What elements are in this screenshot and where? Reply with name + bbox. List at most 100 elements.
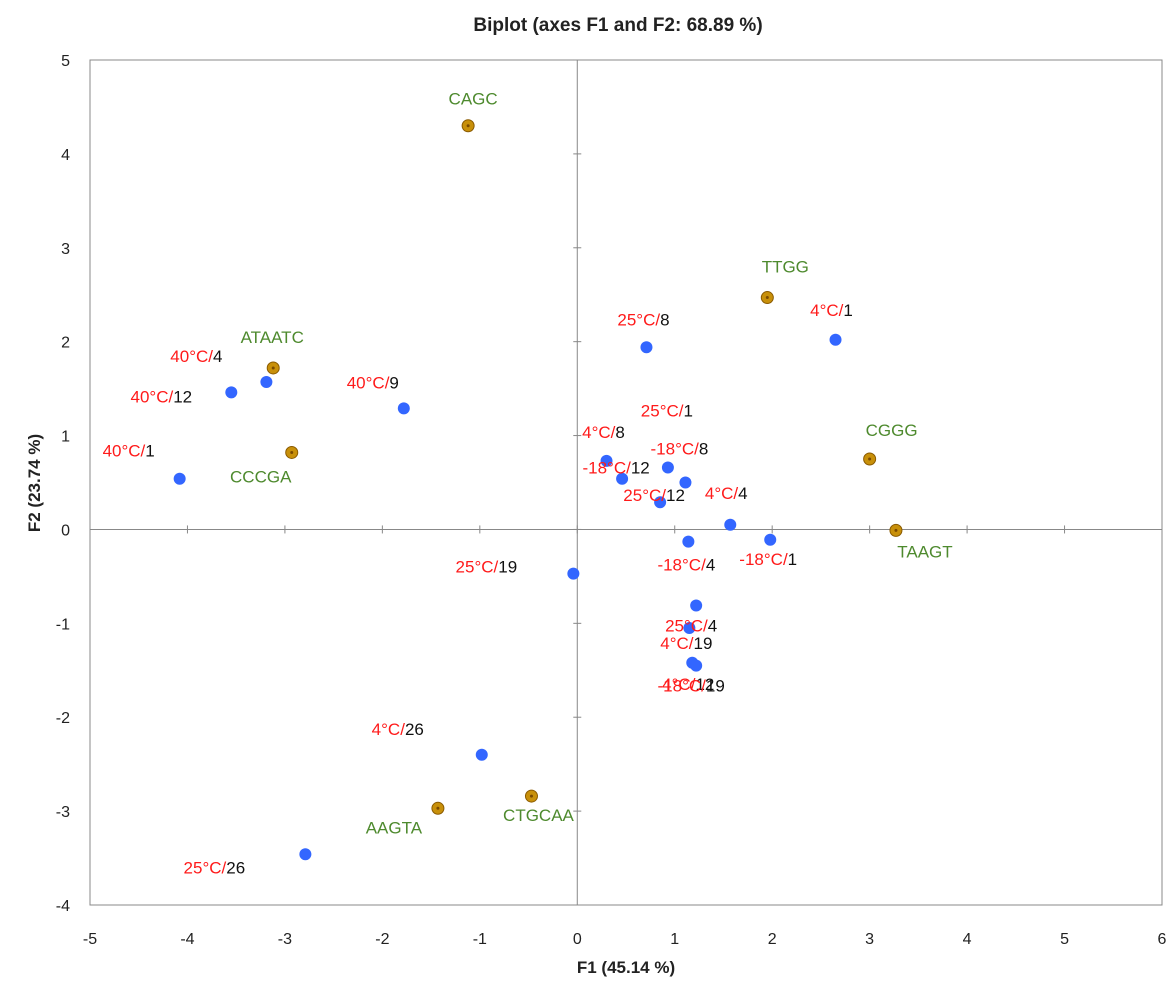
observation-label-day: 4	[213, 347, 222, 366]
observation-label-temperature: 25°C/	[665, 616, 708, 635]
observation-label-day: 12	[631, 459, 650, 478]
observation-label-temperature: -18°C/	[658, 677, 707, 696]
y-axis-label: F2 (23.74 %)	[25, 434, 44, 532]
observation-point	[600, 454, 613, 467]
y-tick-label: -1	[56, 616, 70, 633]
observation-point	[690, 599, 703, 612]
observation-label-day: 19	[694, 634, 713, 653]
observation-label: 4°C/26	[372, 720, 424, 739]
observation-label-day: 8	[699, 440, 708, 459]
observation-label-day: 8	[660, 310, 669, 329]
x-tick-label: 0	[573, 931, 582, 948]
observation-label-day: 12	[173, 387, 192, 406]
points-layer	[173, 119, 903, 861]
observation-label-day: 4	[738, 484, 747, 503]
observation-label: -18°C/19	[658, 677, 725, 696]
observation-point	[829, 333, 842, 346]
observation-label: 4°C/4	[705, 484, 748, 503]
observation-label-temperature: 40°C/	[170, 347, 213, 366]
observation-point	[764, 533, 777, 546]
observation-label-temperature: 25°C/	[641, 401, 684, 420]
y-tick-label: 1	[61, 429, 70, 446]
y-tick-label: -4	[56, 898, 70, 915]
observation-label: -18°C/8	[651, 440, 709, 459]
observation-label-temperature: 25°C/	[623, 486, 666, 505]
observation-label-day: 19	[498, 558, 517, 577]
observation-point	[724, 518, 737, 531]
observation-label-day: 19	[706, 677, 725, 696]
observation-label-day: 1	[684, 401, 693, 420]
observation-label-temperature: 40°C/	[130, 387, 173, 406]
observation-label-day: 1	[145, 442, 154, 461]
observation-label: 4°C/12	[662, 675, 714, 694]
variable-label: CGGG	[866, 421, 918, 440]
observation-label: 4°C/8	[582, 423, 625, 442]
y-tick-label: 5	[61, 53, 70, 70]
observation-point	[260, 376, 273, 389]
observation-label-day: 12	[666, 486, 685, 505]
observation-label: 25°C/26	[184, 858, 246, 877]
variable-point-center	[765, 296, 769, 300]
variable-label: CAGC	[449, 90, 498, 109]
chart-title: Biplot (axes F1 and F2: 68.89 %)	[473, 15, 762, 36]
x-axis-label: F1 (45.14 %)	[577, 958, 675, 977]
observation-label-day: 9	[389, 373, 398, 392]
observation-label-temperature: 4°C/	[660, 634, 694, 653]
observation-point	[682, 535, 695, 548]
variable-point-center	[868, 457, 872, 461]
variable-label: ATAATC	[241, 328, 304, 347]
observation-label: 40°C/1	[103, 442, 155, 461]
observation-point	[225, 386, 238, 399]
variable-label: TAAGT	[897, 542, 952, 561]
observation-label-temperature: 4°C/	[372, 720, 406, 739]
observation-label-day: 4	[706, 556, 715, 575]
observation-point	[654, 496, 667, 509]
observation-label-temperature: -18°C/	[651, 440, 700, 459]
observation-label: 40°C/12	[130, 387, 192, 406]
observation-label-temperature: 40°C/	[347, 373, 390, 392]
observation-point	[299, 848, 312, 861]
variable-label: AAGTA	[366, 818, 423, 837]
observation-label-temperature: -18°C/	[657, 556, 706, 575]
axes-layer	[90, 60, 1162, 905]
observation-label-temperature: 4°C/	[810, 301, 844, 320]
observation-label: 40°C/4	[170, 347, 222, 366]
observation-label: 25°C/8	[617, 310, 669, 329]
observation-label-day: 8	[615, 423, 624, 442]
observation-label-day: 1	[843, 301, 852, 320]
variable-label: TTGG	[762, 258, 809, 277]
observation-label-temperature: 40°C/	[103, 442, 146, 461]
labels-layer: 40°C/140°C/440°C/1240°C/925°C/84°C/14°C/…	[103, 90, 953, 878]
variable-label: CTGCAA	[503, 806, 575, 825]
x-tick-label: 2	[768, 931, 777, 948]
observation-point	[475, 748, 488, 761]
observation-point	[397, 402, 410, 415]
y-tick-label: 4	[61, 147, 70, 164]
observation-label: 4°C/1	[810, 301, 853, 320]
observation-label: -18°C/12	[582, 459, 649, 478]
observation-label-day: 26	[226, 858, 245, 877]
variable-point-center	[529, 794, 533, 798]
x-tick-label: -4	[180, 931, 194, 948]
observation-label-temperature: 4°C/	[705, 484, 739, 503]
observation-point	[173, 472, 186, 485]
observation-point	[567, 567, 580, 580]
observation-point	[679, 476, 692, 489]
observation-label: -18°C/1	[739, 550, 797, 569]
x-tick-label: 6	[1158, 931, 1167, 948]
x-tick-label: -1	[473, 931, 487, 948]
observation-point	[616, 472, 629, 485]
observation-label-temperature: 4°C/	[582, 423, 616, 442]
variable-point-center	[436, 806, 440, 810]
observation-label-day: 4	[708, 616, 717, 635]
variable-point-center	[466, 124, 470, 128]
observation-label: 25°C/19	[456, 558, 518, 577]
x-tick-label: 5	[1060, 931, 1069, 948]
x-tick-label: -5	[83, 931, 97, 948]
observation-point	[640, 341, 653, 354]
variable-point-center	[290, 450, 294, 454]
observation-label: 40°C/9	[347, 373, 399, 392]
y-tick-label: 3	[61, 241, 70, 258]
observation-label-day: 12	[695, 675, 714, 694]
